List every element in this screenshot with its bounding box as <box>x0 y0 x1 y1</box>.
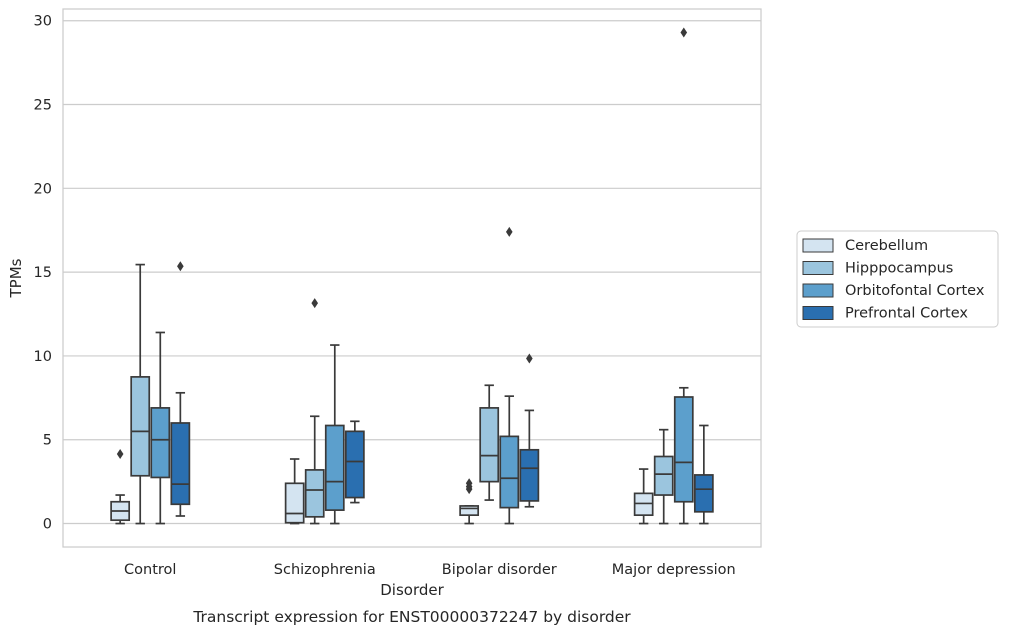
x-axis-label: Disorder <box>380 581 444 599</box>
box-group <box>284 298 365 525</box>
outlier-point <box>505 226 513 237</box>
x-tick-label: Bipolar disorder <box>442 562 557 578</box>
outlier-point <box>177 261 184 272</box>
chart-caption: Transcript expression for ENST0000037224… <box>192 608 631 626</box>
x-tick-label: Schizophrenia <box>274 562 376 578</box>
legend-swatch <box>802 238 834 253</box>
x-tick-label: Major depression <box>612 562 736 578</box>
legend: Cerebellum Hipppocampus Orbitofontal Corte… <box>796 230 999 328</box>
x-tick-label: Control <box>124 562 176 578</box>
box <box>653 455 674 496</box>
y-tick-label: 5 <box>43 433 52 449</box>
box <box>459 505 480 517</box>
outlier-point <box>465 478 473 489</box>
legend-swatch <box>802 283 834 298</box>
box-group <box>633 27 714 525</box>
outlier-point <box>311 298 319 309</box>
y-axis-label: TPMs <box>7 258 25 298</box>
legend-label: Orbitofontal Cortex <box>845 283 985 299</box>
box-group <box>459 226 540 525</box>
y-tick-label: 0 <box>43 517 52 533</box>
y-tick-label: 15 <box>34 265 52 281</box>
box <box>673 396 694 503</box>
legend-swatch <box>802 306 834 320</box>
legend-label: Hipppocampus <box>845 261 953 277</box>
plot-frame <box>62 8 762 548</box>
box <box>150 407 171 479</box>
box <box>499 435 520 509</box>
box <box>519 448 540 502</box>
y-tick-label: 10 <box>34 349 52 365</box>
box <box>284 482 305 524</box>
box-groups <box>110 27 714 525</box>
outlier-point <box>116 448 124 459</box>
legend-label: Cerebellum <box>845 238 928 254</box>
outlier-point <box>526 353 533 364</box>
box <box>304 469 325 518</box>
legend-frame <box>796 230 999 328</box>
legend-swatch <box>802 261 834 275</box>
y-tick-labels: 0 5 10 15 20 25 30 <box>34 14 52 533</box>
legend-label: Prefrontal Cortex <box>845 306 968 322</box>
box <box>170 422 191 506</box>
x-tick-labels: Control Schizophrenia Bipolar disorder Majo… <box>124 562 736 578</box>
box <box>324 424 345 511</box>
box <box>130 376 151 477</box>
outlier-point <box>680 27 688 38</box>
y-tick-label: 20 <box>34 181 52 197</box>
y-tick-label: 30 <box>34 14 52 30</box>
box <box>344 430 365 499</box>
box <box>693 474 714 513</box>
box <box>479 407 500 483</box>
box-group <box>110 261 191 525</box>
y-tick-label: 25 <box>34 98 52 114</box>
